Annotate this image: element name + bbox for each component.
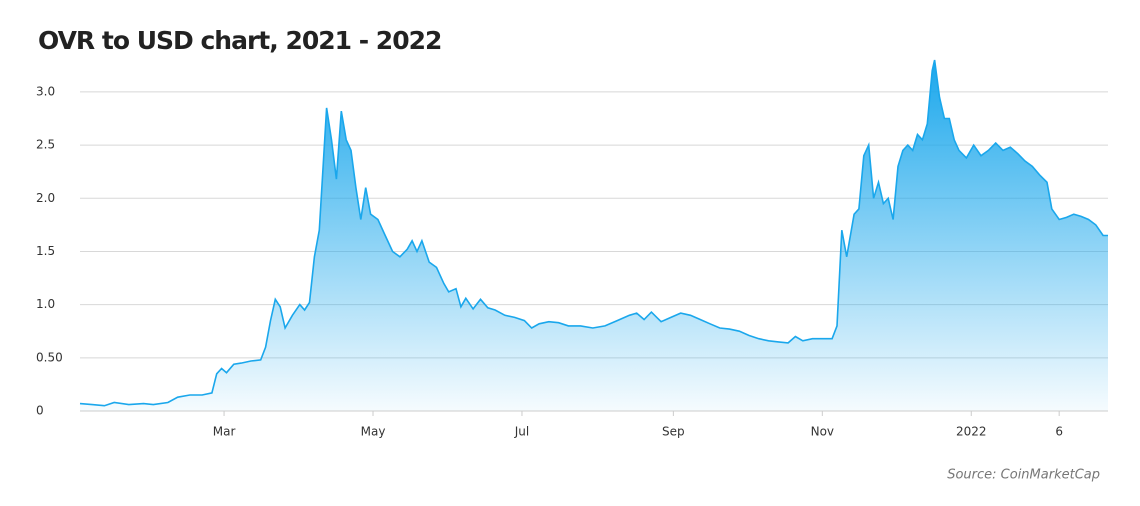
y-tick-label: 1.0 (36, 297, 55, 311)
y-tick-label: 1.5 (36, 244, 55, 258)
source: Source: CoinMarketCap (947, 468, 1100, 483)
x-tick-label: Mar (213, 425, 236, 439)
y-tick-label: 0.50 (36, 350, 63, 364)
area-fill (80, 60, 1108, 411)
x-tick-label: 2022 (956, 425, 987, 439)
x-tick-label: 6 (1055, 425, 1063, 439)
y-tick-label: 3.0 (36, 84, 55, 98)
y-tick-label: 2.5 (36, 138, 55, 152)
y-tick-label: 2.0 (36, 191, 55, 205)
area-line (79, 59, 1108, 407)
y-tick-label: 0 (36, 404, 44, 418)
x-tick-label: Sep (662, 425, 685, 439)
x-tick-label: May (361, 425, 386, 439)
x-tick-label: Nov (811, 425, 834, 439)
x-tick-label: Jul (514, 425, 529, 439)
chart-title: OVR to USD chart, 2021 - 2022 (38, 26, 441, 55)
